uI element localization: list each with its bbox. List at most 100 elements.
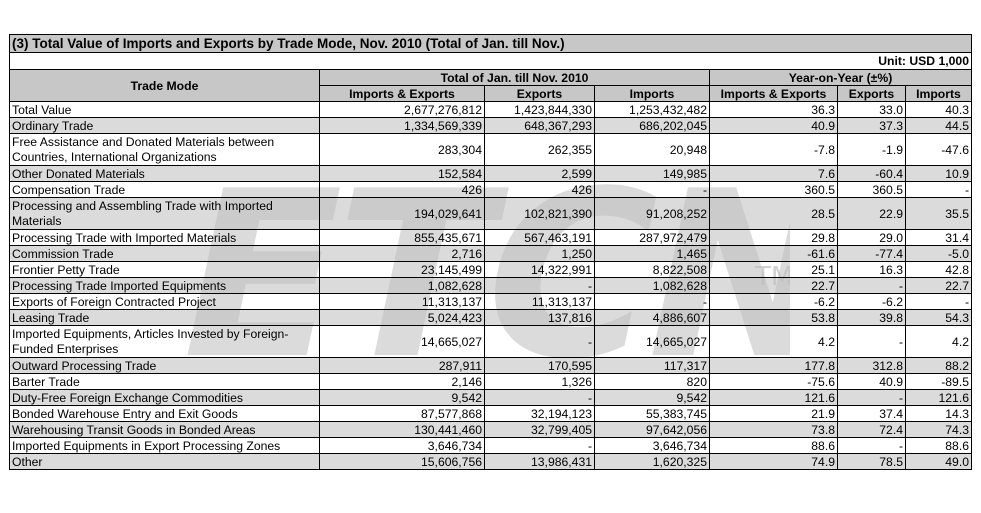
row-value: 54.3: [905, 309, 972, 326]
header-col: Imports & Exports: [319, 85, 485, 102]
row-value: -: [837, 277, 906, 294]
table-row: Processing Trade Imported Equipments 1,08…: [9, 277, 972, 294]
trade-mode-table: (3) Total Value of Imports and Exports b…: [9, 34, 972, 470]
row-value: 11,313,137: [484, 293, 595, 310]
row-label: Total Value: [9, 101, 320, 118]
row-value: 35.5: [905, 197, 972, 230]
row-value: 194,029,641: [319, 197, 485, 230]
row-value: 23,145,499: [319, 261, 485, 278]
row-value: -89.5: [905, 373, 972, 390]
row-value: 16.3: [837, 261, 906, 278]
row-value: 20,948: [594, 133, 710, 166]
row-value: 567,463,191: [484, 229, 595, 246]
row-label: Processing Trade Imported Equipments: [9, 277, 320, 294]
row-value: 32,194,123: [484, 405, 595, 422]
row-value: 117,317: [594, 357, 710, 374]
table-row: Processing and Assembling Trade with Imp…: [9, 197, 972, 230]
row-label: Free Assistance and Donated Materials be…: [9, 133, 320, 166]
row-value: -: [484, 325, 595, 358]
table-body: Total Value 2,677,276,812 1,423,844,330 1,2…: [9, 101, 972, 470]
row-value: 283,304: [319, 133, 485, 166]
row-value: 9,542: [319, 389, 485, 406]
row-value: -: [484, 389, 595, 406]
row-value: 5,024,423: [319, 309, 485, 326]
row-value: -: [594, 181, 710, 198]
row-value: 14,665,027: [594, 325, 710, 358]
table-row: Outward Processing Trade 287,911 170,595 11…: [9, 357, 972, 374]
row-value: -7.8: [709, 133, 838, 166]
table-row: Imported Equipments, Articles Invested b…: [9, 325, 972, 358]
row-value: 72.4: [837, 421, 906, 438]
table-row: Barter Trade 2,146 1,326 820 -75.6 40.9 -89.5: [9, 373, 972, 390]
table-row: Imported Equipments in Export Processing…: [9, 437, 972, 454]
table-row: Other 15,606,756 13,986,431 1,620,325 74.9 78…: [9, 453, 972, 470]
row-value: -60.4: [837, 165, 906, 182]
header-group-yoy: Year-on-Year (±%): [709, 69, 972, 86]
row-value: -61.6: [709, 245, 838, 262]
row-value: 22.7: [709, 277, 838, 294]
row-label: Ordinary Trade: [9, 117, 320, 134]
row-value: -77.4: [837, 245, 906, 262]
row-value: 7.6: [709, 165, 838, 182]
row-value: 49.0: [905, 453, 972, 470]
row-value: -: [594, 293, 710, 310]
header-col: Imports: [905, 85, 972, 102]
row-value: 25.1: [709, 261, 838, 278]
row-value: 4,886,607: [594, 309, 710, 326]
row-value: 1,620,325: [594, 453, 710, 470]
row-value: 32,799,405: [484, 421, 595, 438]
table-row: Frontier Petty Trade 23,145,499 14,322,991…: [9, 261, 972, 278]
row-value: 2,677,276,812: [319, 101, 485, 118]
row-value: 10.9: [905, 165, 972, 182]
row-value: -75.6: [709, 373, 838, 390]
row-value: 1,082,628: [319, 277, 485, 294]
row-value: 14.3: [905, 405, 972, 422]
row-label: Other: [9, 453, 320, 470]
row-value: 1,253,432,482: [594, 101, 710, 118]
row-value: 73.8: [709, 421, 838, 438]
row-value: 137,816: [484, 309, 595, 326]
row-value: -: [837, 389, 906, 406]
row-value: 55,383,745: [594, 405, 710, 422]
row-value: 21.9: [709, 405, 838, 422]
row-value: 87,577,868: [319, 405, 485, 422]
table-row: Exports of Foreign Contracted Project 11,…: [9, 293, 972, 310]
row-value: 88.2: [905, 357, 972, 374]
row-value: 287,911: [319, 357, 485, 374]
row-label: Warehousing Transit Goods in Bonded Area…: [9, 421, 320, 438]
row-value: -: [905, 181, 972, 198]
row-value: 42.8: [905, 261, 972, 278]
header-group-total: Total of Jan. till Nov. 2010: [319, 69, 710, 86]
row-label: Exports of Foreign Contracted Project: [9, 293, 320, 310]
table-row: Leasing Trade 5,024,423 137,816 4,886,607 53…: [9, 309, 972, 326]
header-trade-mode: Trade Mode: [9, 69, 320, 102]
row-value: 102,821,390: [484, 197, 595, 230]
row-value: 360.5: [837, 181, 906, 198]
row-label: Processing and Assembling Trade with Imp…: [9, 197, 320, 230]
row-value: 28.5: [709, 197, 838, 230]
row-label: Commission Trade: [9, 245, 320, 262]
row-label: Other Donated Materials: [9, 165, 320, 182]
row-value: 2,146: [319, 373, 485, 390]
row-value: 1,465: [594, 245, 710, 262]
unit-label: Unit: USD 1,000: [9, 52, 972, 70]
row-value: 88.6: [905, 437, 972, 454]
row-value: 9,542: [594, 389, 710, 406]
row-value: 855,435,671: [319, 229, 485, 246]
row-value: 152,584: [319, 165, 485, 182]
row-value: 4.2: [905, 325, 972, 358]
trade-mode-table-container: (3) Total Value of Imports and Exports b…: [9, 34, 972, 470]
row-label: Imported Equipments, Articles Invested b…: [9, 325, 320, 358]
row-value: 262,355: [484, 133, 595, 166]
row-value: 3,646,734: [594, 437, 710, 454]
table-row: Commission Trade 2,716 1,250 1,465 -61.6 -77.…: [9, 245, 972, 262]
table-row: Processing Trade with Imported Materials…: [9, 229, 972, 246]
table-row: Total Value 2,677,276,812 1,423,844,330 1,2…: [9, 101, 972, 118]
header-col: Imports: [594, 85, 710, 102]
row-value: 820: [594, 373, 710, 390]
row-label: Outward Processing Trade: [9, 357, 320, 374]
row-value: 78.5: [837, 453, 906, 470]
row-value: 29.0: [837, 229, 906, 246]
row-value: -1.9: [837, 133, 906, 166]
header-col: Exports: [837, 85, 906, 102]
